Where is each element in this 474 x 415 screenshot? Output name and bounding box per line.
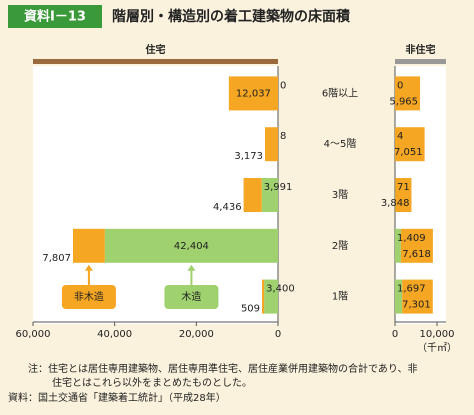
category-label: 6階以上 — [322, 87, 358, 99]
category-label: 4～5階 — [324, 138, 357, 150]
bar-segment — [261, 178, 278, 212]
value-label: 42,404 — [174, 241, 209, 252]
value-label: 7,807 — [42, 253, 71, 264]
legend-arrow-head — [84, 264, 93, 271]
value-label: 1,409 — [397, 233, 426, 244]
value-label: 8 — [280, 131, 286, 142]
value-label: 71 — [397, 182, 410, 193]
bar-segment — [395, 228, 401, 263]
value-label: 12,037 — [236, 88, 271, 99]
legend-box — [164, 285, 219, 309]
note: 資料：国土交通省「建築着工統計」（平成28年） — [8, 391, 226, 404]
bar-segment — [104, 228, 278, 263]
value-label: 0 — [397, 80, 403, 91]
x-tick-label: 40,000 — [97, 329, 132, 340]
panel-title-bar — [395, 59, 446, 64]
bar-segment — [265, 127, 278, 162]
value-label: 7,618 — [402, 249, 431, 260]
value-label: 1,697 — [397, 284, 426, 295]
bar-segment — [400, 228, 433, 263]
legend-label: 木造 — [181, 290, 201, 303]
value-label: 0 — [280, 80, 286, 91]
value-label: 5,965 — [389, 96, 418, 107]
value-label: 4 — [397, 131, 403, 142]
bar-segment — [402, 279, 433, 314]
x-tick-label: 20,000 — [179, 329, 214, 340]
bar-segment — [395, 76, 421, 111]
category-label: 3階 — [332, 189, 348, 201]
x-axis-label: （千㎡） — [417, 342, 457, 354]
bar-segment — [243, 178, 262, 212]
bar-segment — [395, 178, 412, 212]
value-label: 3,400 — [266, 284, 295, 295]
value-label: 7,301 — [402, 300, 431, 311]
badge: 資料Ⅰ－13 — [24, 9, 86, 25]
legend-arrow-head — [187, 264, 196, 271]
chart-title: 階層別・構造別の着工建築物の床面積 — [112, 8, 351, 25]
badge-box — [8, 5, 102, 28]
legend-label: 非木造 — [74, 290, 104, 303]
note: 住宅とはこれら以外をまとめたものとした。 — [52, 376, 252, 389]
note: 注：住宅とは居住専用建築物、居住専用準住宅、居住産業併用建築物の合計であり、非 — [28, 362, 418, 375]
bar-segment — [262, 279, 265, 314]
x-tick-label: 0 — [275, 329, 281, 340]
value-label: 3,173 — [234, 151, 263, 162]
value-label: 4,436 — [213, 202, 242, 213]
bar-segment — [395, 127, 425, 162]
panel-title: 非住宅 — [406, 43, 436, 56]
x-tick-label: 10,000 — [420, 329, 455, 340]
category-label: 1階 — [332, 291, 348, 303]
x-tick-label: 0 — [392, 329, 398, 340]
category-label: 2階 — [332, 240, 348, 252]
value-label: 3,991 — [264, 182, 293, 193]
panel-title: 住宅 — [146, 43, 166, 56]
value-label: 509 — [241, 304, 260, 315]
value-label: 7,051 — [394, 147, 423, 158]
value-label: 3,848 — [381, 198, 410, 209]
bar-segment — [228, 76, 278, 111]
bar-segment — [72, 228, 105, 263]
bar-segment — [395, 279, 403, 314]
legend-box — [61, 285, 116, 309]
x-tick-label: 60,000 — [16, 329, 51, 340]
panel-title-bar — [33, 59, 278, 64]
bar-segment — [264, 279, 278, 314]
